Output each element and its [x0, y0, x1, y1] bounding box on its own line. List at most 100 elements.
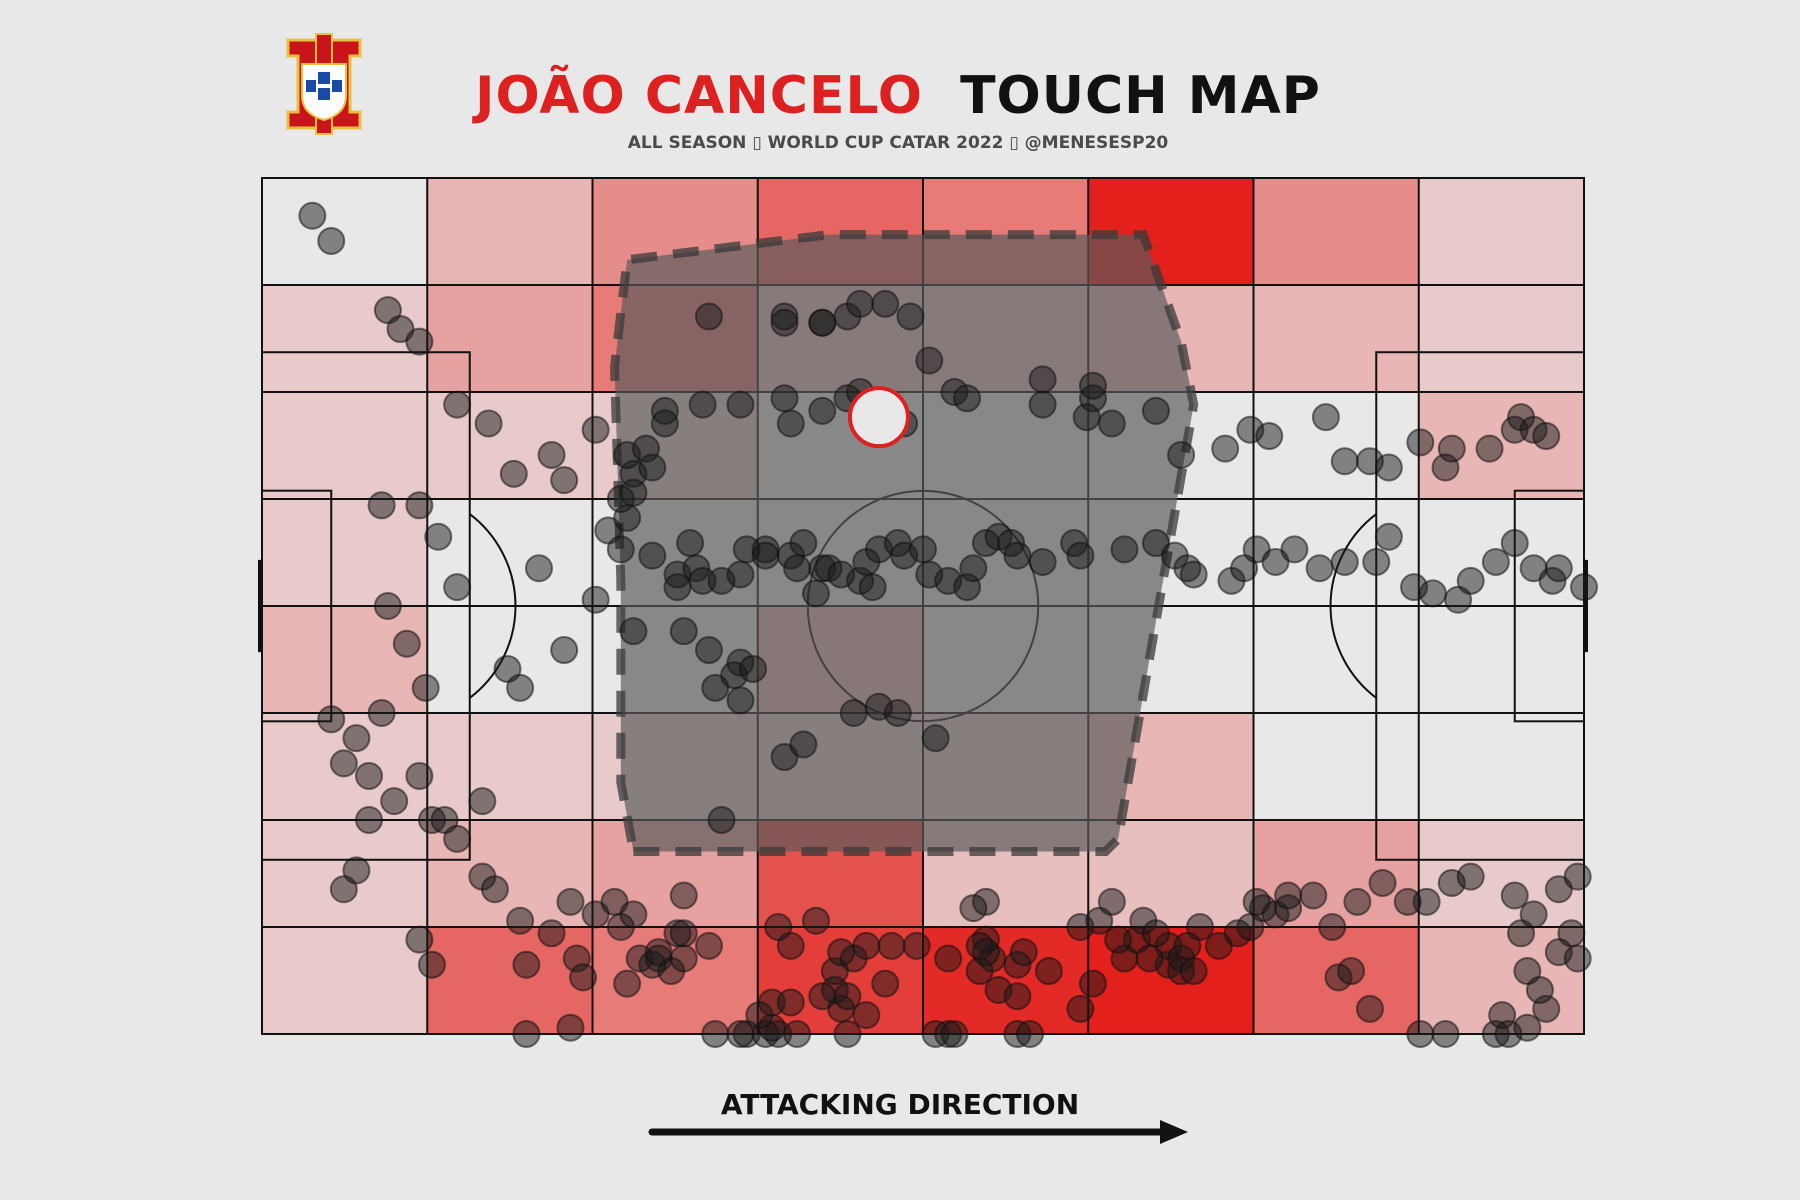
heatmap-cell [262, 178, 427, 285]
portugal-federation-crest-icon [286, 33, 362, 135]
touch-point [694, 931, 723, 960]
touch-point [638, 541, 667, 570]
touch-point [480, 875, 509, 904]
heatmap-cell [427, 285, 593, 392]
touch-point [1311, 403, 1340, 432]
chart-title: JOÃO CANCELO TOUCH MAP [472, 65, 1321, 126]
touch-point [808, 982, 837, 1011]
touch-point [1475, 434, 1504, 463]
touch-point [638, 453, 667, 482]
touch-point [317, 226, 346, 255]
pitch [258, 177, 1598, 1048]
touch-point [1393, 887, 1422, 916]
touch-point [1374, 453, 1403, 482]
heatmap-cell [262, 927, 428, 1034]
touch-points [298, 201, 1598, 1048]
touch-point [392, 629, 421, 658]
heatmap-cell [1419, 606, 1584, 713]
touch-point [405, 925, 434, 954]
touch-point [411, 673, 440, 702]
touch-point [1003, 982, 1032, 1011]
touch-point [499, 459, 528, 488]
touch-point [902, 931, 931, 960]
touch-point [506, 673, 535, 702]
touch-point [909, 535, 937, 564]
touch-point [613, 969, 642, 998]
touch-point [959, 894, 988, 923]
heatmap-cell [427, 713, 593, 820]
touch-point [1274, 881, 1303, 910]
heatmap-cell [1418, 178, 1584, 285]
touch-point [405, 327, 434, 356]
touch-point [650, 409, 679, 438]
touch-point [858, 573, 887, 602]
heatmap-cell [1419, 713, 1584, 820]
touch-point [298, 201, 327, 230]
touch-point [940, 1020, 969, 1048]
touch-point [1110, 535, 1139, 564]
touch-point [1305, 554, 1334, 583]
touch-point [1135, 944, 1164, 973]
touch-point [1016, 1020, 1045, 1048]
touch-point [1337, 957, 1366, 986]
touch-point [1418, 579, 1447, 608]
touch-point [1299, 881, 1328, 910]
touch-point [1456, 862, 1485, 891]
touch-point [1280, 535, 1309, 564]
touch-point [1513, 1013, 1542, 1042]
touch-point [1519, 900, 1548, 929]
touch-point [1078, 969, 1107, 998]
touch-point [1034, 957, 1063, 986]
touch-point [342, 724, 371, 753]
touch-point [506, 906, 535, 935]
touch-point [669, 881, 698, 910]
touch-point [783, 554, 812, 583]
touch-point [1003, 541, 1032, 570]
title-player-name: JOÃO CANCELO [472, 65, 923, 126]
touch-point [1563, 862, 1592, 891]
touch-point [1097, 409, 1126, 438]
touch-point [915, 346, 944, 375]
touch-point [694, 302, 723, 331]
touch-point [355, 761, 384, 790]
touch-point [770, 384, 799, 413]
touch-point [1066, 541, 1095, 570]
touch-point [1362, 547, 1391, 576]
touch-point [1406, 428, 1435, 457]
touch-point [1406, 1020, 1435, 1048]
touch-point [443, 824, 472, 853]
touch-point [367, 699, 396, 727]
heatmap-cell [1418, 285, 1584, 392]
touch-point [1481, 547, 1510, 576]
touch-point [688, 390, 717, 419]
touch-point [329, 749, 358, 778]
touch-point [726, 560, 755, 589]
heatmap-cell [1253, 285, 1419, 392]
touch-point [474, 409, 503, 438]
touch-point [373, 592, 402, 620]
touch-point [1167, 440, 1196, 469]
touch-point [839, 699, 868, 727]
touch-point [1330, 447, 1359, 476]
touch-point [871, 289, 900, 318]
touch-point [1104, 925, 1133, 954]
touch-point [1544, 554, 1573, 583]
touch-point [959, 554, 988, 583]
touch-point [726, 686, 755, 715]
touch-point [1236, 913, 1265, 941]
touch-point [871, 969, 900, 998]
heatmap-cell [1254, 713, 1419, 820]
touch-point [619, 900, 648, 929]
touch-point [852, 1001, 881, 1030]
touch-point [1141, 396, 1170, 425]
touch-point [764, 913, 793, 941]
touch-point [1078, 371, 1107, 400]
touch-point [1330, 547, 1359, 576]
touch-point [877, 931, 906, 960]
touch-point [789, 529, 818, 558]
touch-point [783, 1020, 812, 1048]
touch-point [701, 1020, 730, 1048]
touch-point [808, 308, 837, 337]
touch-point [468, 787, 497, 816]
touch-point [776, 409, 805, 438]
